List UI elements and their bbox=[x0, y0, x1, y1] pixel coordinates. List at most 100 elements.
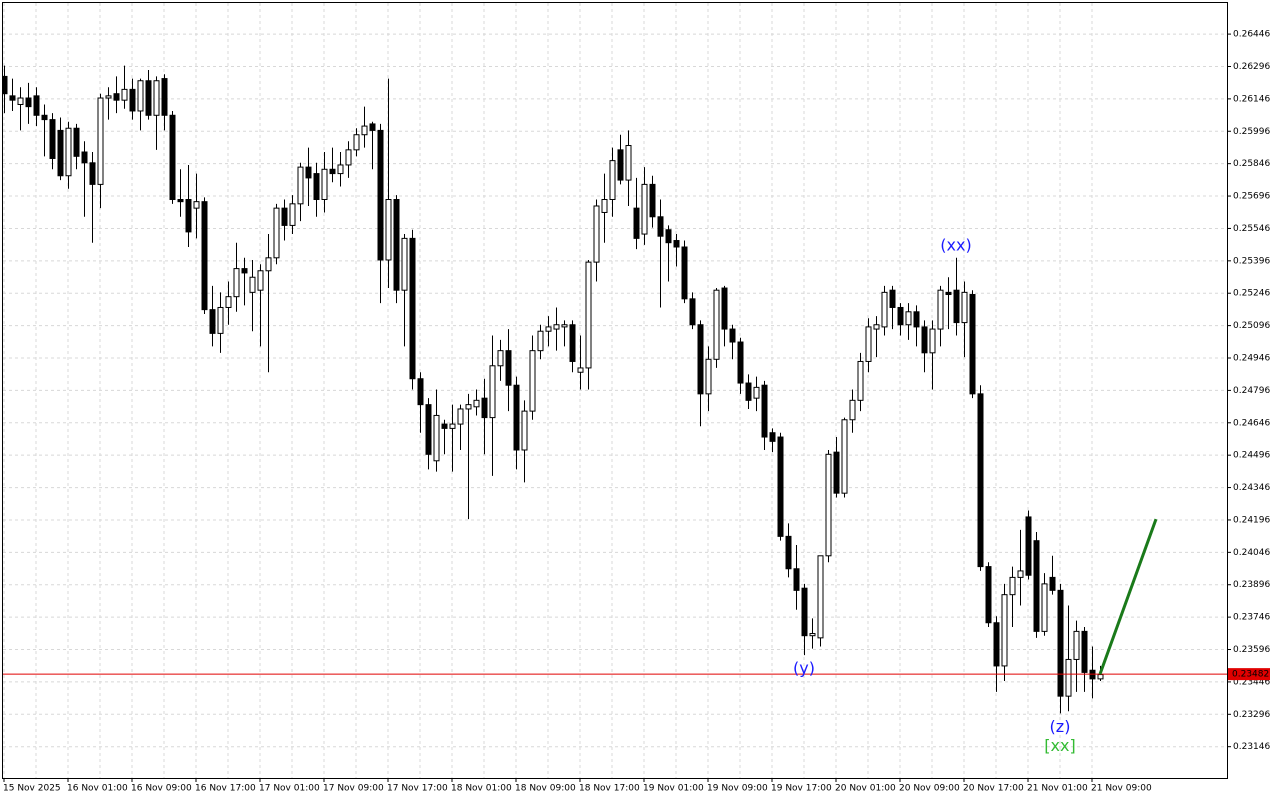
candle-body bbox=[633, 207, 640, 239]
x-tick-label: 21 Nov 09:00 bbox=[1091, 784, 1152, 794]
candle-body bbox=[601, 199, 608, 213]
candle-body bbox=[977, 393, 984, 568]
candle-body bbox=[361, 125, 368, 136]
candle-body bbox=[305, 166, 312, 179]
candle-body bbox=[193, 201, 200, 209]
candle-body bbox=[833, 451, 840, 494]
candle-body bbox=[529, 350, 536, 412]
candle-body bbox=[297, 166, 304, 205]
candle-body bbox=[409, 237, 416, 380]
candle-body bbox=[73, 127, 80, 157]
candle-body bbox=[777, 436, 784, 537]
candle-body bbox=[889, 289, 896, 308]
candle-body bbox=[265, 257, 272, 272]
y-tick-label: 0.25096 bbox=[1233, 321, 1270, 331]
candle-body bbox=[281, 207, 288, 226]
candle-body bbox=[753, 386, 760, 399]
y-tick-label: 0.25246 bbox=[1233, 289, 1270, 299]
candle-body bbox=[217, 306, 224, 334]
wave-label: (z) bbox=[1050, 717, 1071, 736]
candle-body bbox=[585, 261, 592, 369]
candle-body bbox=[425, 404, 432, 455]
y-tick-label: 0.24346 bbox=[1233, 483, 1270, 493]
candle-body bbox=[121, 88, 128, 101]
candle-body bbox=[625, 145, 632, 181]
candle-body bbox=[1057, 589, 1064, 697]
candle-body bbox=[713, 289, 720, 360]
y-tick-label: 0.26146 bbox=[1233, 94, 1270, 104]
candle-body bbox=[929, 328, 936, 354]
y-tick-label: 0.24046 bbox=[1233, 548, 1270, 558]
candle-body bbox=[657, 216, 664, 237]
candle-body bbox=[169, 114, 176, 201]
candle-body bbox=[81, 151, 88, 164]
y-tick-label: 0.23446 bbox=[1233, 677, 1270, 687]
candle-body bbox=[1001, 594, 1008, 667]
candle-body bbox=[1033, 540, 1040, 632]
y-tick-label: 0.25996 bbox=[1233, 127, 1270, 137]
y-tick-label: 0.23596 bbox=[1233, 645, 1270, 655]
candle-body bbox=[345, 149, 352, 166]
candle-body bbox=[1073, 630, 1080, 660]
candle-body bbox=[873, 324, 880, 330]
candle-body bbox=[225, 296, 232, 308]
candle-body bbox=[401, 237, 408, 291]
y-tick-label: 0.23296 bbox=[1233, 710, 1270, 720]
candle-body bbox=[153, 80, 160, 116]
candle-body bbox=[1009, 576, 1016, 596]
candle-body bbox=[561, 324, 568, 328]
candle-body bbox=[1049, 576, 1056, 591]
candle-body bbox=[201, 201, 208, 311]
candle-body bbox=[185, 199, 192, 233]
x-tick-label: 19 Nov 09:00 bbox=[707, 784, 768, 794]
candle-body bbox=[17, 97, 24, 105]
candle-body bbox=[897, 306, 904, 326]
candle-body bbox=[473, 399, 480, 408]
candle-body bbox=[177, 199, 184, 203]
candle-body bbox=[745, 382, 752, 401]
x-tick-label: 19 Nov 17:00 bbox=[771, 784, 832, 794]
candle-body bbox=[849, 399, 856, 421]
candle-body bbox=[921, 326, 928, 354]
candle-body bbox=[129, 88, 136, 112]
candle-body bbox=[481, 397, 488, 419]
x-tick-label: 20 Nov 09:00 bbox=[899, 784, 960, 794]
candle-body bbox=[809, 633, 816, 637]
candle-body bbox=[945, 291, 952, 296]
candle-body bbox=[417, 378, 424, 406]
axes: 0.26446 0.26296 0.26146 0.25996 0.25846 0.256… bbox=[3, 30, 1270, 794]
candle-body bbox=[393, 199, 400, 291]
candle-body bbox=[553, 324, 560, 330]
candle-body bbox=[273, 207, 280, 259]
y-tick-label: 0.24496 bbox=[1233, 451, 1270, 461]
candle-body bbox=[241, 268, 248, 274]
candle-body bbox=[681, 246, 688, 300]
candle-body bbox=[1017, 570, 1024, 578]
x-tick-label: 20 Nov 17:00 bbox=[963, 784, 1024, 794]
candle-body bbox=[969, 294, 976, 395]
candle-body bbox=[257, 270, 264, 291]
candle-body bbox=[721, 287, 728, 330]
candle-body bbox=[1065, 658, 1072, 697]
candle-body bbox=[865, 326, 872, 362]
x-tick-label: 15 Nov 2025 bbox=[3, 784, 61, 794]
y-tick-label: 0.26296 bbox=[1233, 62, 1270, 72]
candle-body bbox=[209, 309, 216, 334]
candle-body bbox=[641, 183, 648, 235]
y-tick-label: 0.23746 bbox=[1233, 613, 1270, 623]
candle-body bbox=[433, 414, 440, 462]
candle-body bbox=[505, 350, 512, 386]
candle-body bbox=[9, 95, 16, 101]
candle-body bbox=[817, 555, 824, 639]
candle-body bbox=[857, 360, 864, 401]
candle-body bbox=[105, 95, 112, 99]
candle-body bbox=[313, 173, 320, 201]
y-tick-label: 0.26446 bbox=[1233, 30, 1270, 40]
candle-body bbox=[665, 229, 672, 244]
plot-area: (xx) (y) (z)[xx] bbox=[3, 65, 1227, 755]
candle-body bbox=[49, 119, 56, 159]
candle-body bbox=[233, 268, 240, 298]
candle-body bbox=[609, 160, 616, 201]
candle-body bbox=[65, 127, 72, 177]
